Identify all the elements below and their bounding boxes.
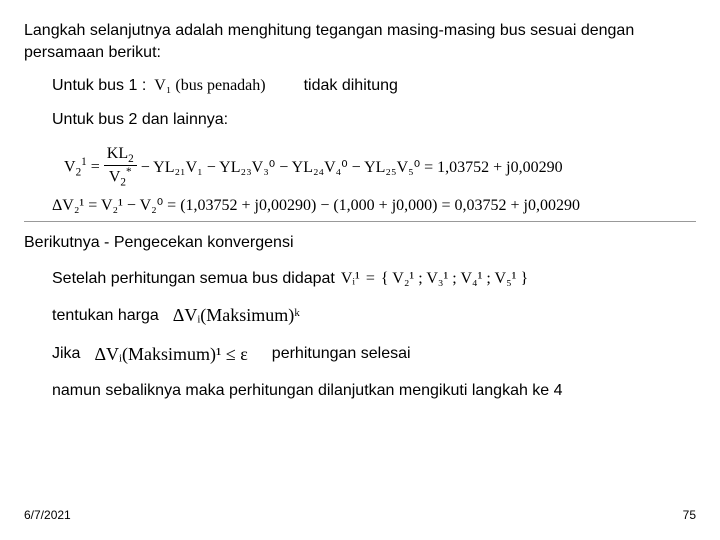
- jika-label: Jika: [52, 343, 80, 365]
- equation-delta-v2: ΔV₂¹ = V₂¹ − V₂⁰ = (1,03752 + j0,00290) …: [52, 195, 696, 215]
- footer-page: 75: [683, 508, 696, 522]
- footer-date: 6/7/2021: [24, 508, 71, 522]
- tentukan-math: ΔVᵢ(Maksimum)ᵏ: [173, 303, 300, 327]
- jika-after: perhitungan selesai: [272, 343, 411, 365]
- after-calc-set: { V₂¹ ; V₃¹ ; V₄¹ ; V₅¹ }: [381, 268, 528, 290]
- equation-v2: V21 = KL2 V2* − YL₂₁V₁ − YL₂₃V₃⁰ − YL₂₄V…: [64, 145, 696, 189]
- after-calc-line: Setelah perhitungan semua bus didapat Vᵢ…: [52, 268, 696, 290]
- equals-sign: =: [366, 268, 375, 290]
- divider: [24, 221, 696, 222]
- tentukan-label: tentukan harga: [52, 305, 159, 327]
- intro-paragraph: Langkah selanjutnya adalah menghitung te…: [24, 20, 696, 63]
- bus1-suffix: tidak dihitung: [304, 77, 398, 95]
- jika-line: Jika ΔVᵢ(Maksimum)¹ ≤ ε perhitungan sele…: [52, 342, 696, 366]
- section-convergence: Berikutnya - Pengecekan konvergensi: [24, 232, 696, 254]
- bus1-line: Untuk bus 1 : V₁ (bus penadah) tidak dih…: [52, 77, 696, 95]
- after-calc-lhs: Vᵢ¹: [341, 268, 360, 290]
- jika-math: ΔVᵢ(Maksimum)¹ ≤ ε: [94, 342, 247, 366]
- footer: 6/7/2021 75: [24, 508, 696, 522]
- eq1-terms: − YL₂₁V₁ − YL₂₃V₃⁰ − YL₂₄V₄⁰ − YL₂₅V₅⁰ =…: [141, 157, 563, 177]
- tentukan-line: tentukan harga ΔVᵢ(Maksimum)ᵏ: [52, 303, 696, 327]
- namun-line: namun sebaliknya maka perhitungan dilanj…: [52, 380, 696, 402]
- bus1-math: V₁ (bus penadah): [154, 77, 265, 95]
- bus2-label: Untuk bus 2 dan lainnya:: [52, 109, 696, 131]
- after-calc-text: Setelah perhitungan semua bus didapat: [52, 268, 335, 290]
- bus1-prefix: Untuk bus 1 :: [52, 77, 146, 95]
